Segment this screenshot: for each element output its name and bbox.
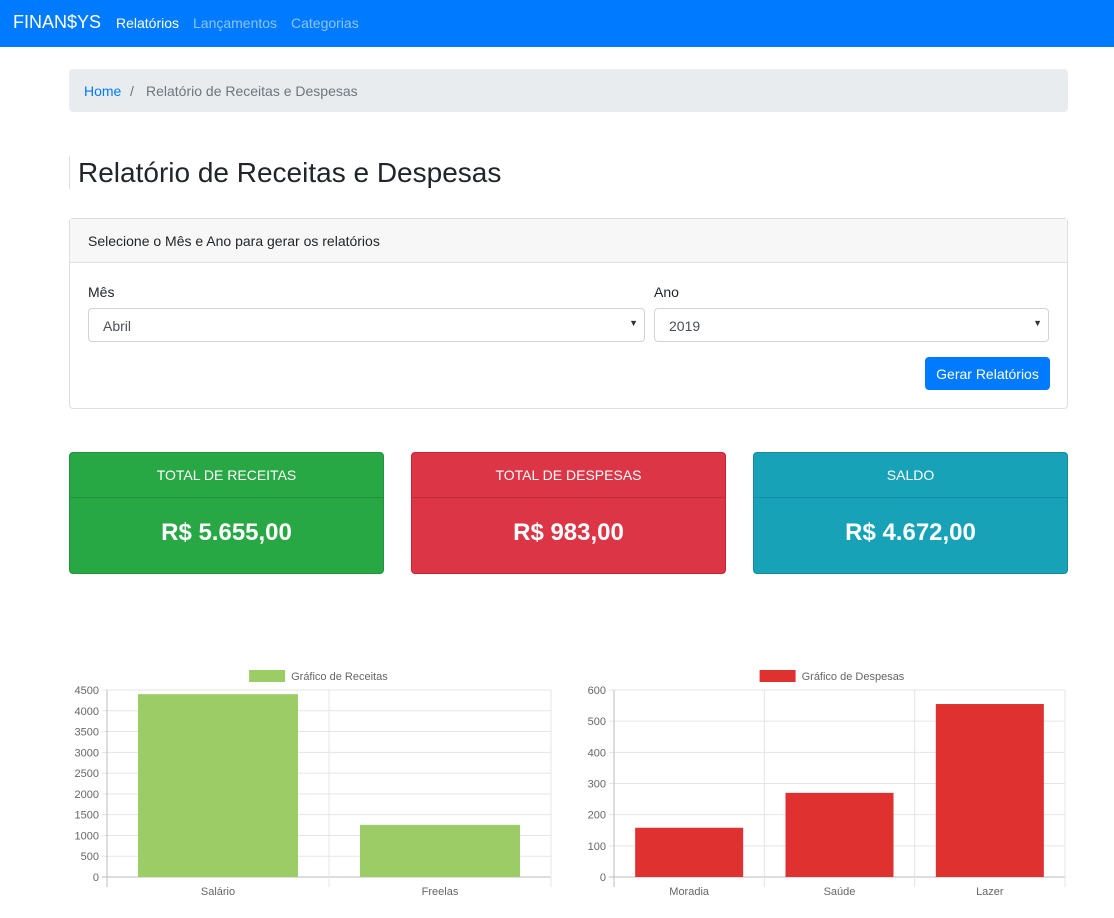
month-select[interactable]: Abril ▼ (88, 308, 645, 342)
receitas-y-tick-label: 1000 (75, 830, 99, 842)
despesas-y-tick-label: 400 (588, 747, 606, 759)
saldo-title: SALDO (754, 453, 1067, 498)
receitas-y-tick-label: 0 (93, 872, 99, 884)
year-select-value: 2019 (669, 318, 701, 334)
receitas-y-tick-label: 2000 (75, 789, 99, 801)
generate-reports-button[interactable]: Gerar Relatórios (925, 357, 1050, 390)
brand-logo[interactable]: FINAN$YS (13, 12, 102, 32)
despesas-bar-lazer[interactable] (935, 704, 1044, 877)
despesas-bar-moradia[interactable] (635, 827, 744, 877)
page-title: Relatório de Receitas e Despesas (69, 156, 501, 189)
receitas-y-tick-label: 1500 (75, 810, 99, 822)
total-receitas-title: TOTAL DE RECEITAS (70, 453, 383, 498)
receitas-y-tick-label: 3500 (75, 727, 99, 739)
breadcrumb-separator: / (130, 83, 134, 99)
filter-card-header: Selecione o Mês e Ano para gerar os rela… (70, 219, 1067, 263)
total-despesas-value: R$ 983,00 (513, 519, 624, 546)
total-receitas-card: TOTAL DE RECEITAS R$ 5.655,00 (69, 452, 384, 574)
receitas-chart-svg: Gráfico de Receitas 0 500 1000 1500 2000 2500 3… (75, 670, 552, 898)
total-despesas-title: TOTAL DE DESPESAS (412, 453, 725, 498)
despesas-y-tick-label: 500 (588, 716, 606, 728)
despesas-x-tick-label: Lazer (976, 886, 1004, 898)
despesas-legend-label: Gráfico de Despesas (802, 671, 905, 683)
despesas-y-tick-label: 0 (600, 872, 606, 884)
receitas-chart: Gráfico de Receitas 0 500 1000 1500 2000 2500 3… (69, 662, 559, 907)
despesas-y-tick-label: 600 (588, 685, 606, 697)
despesas-y-tick-label: 300 (588, 779, 606, 791)
month-label: Mês (88, 284, 115, 300)
nav-link-relatorios[interactable]: Relatórios (116, 15, 180, 31)
breadcrumb-home-link[interactable]: Home (84, 83, 122, 99)
chevron-down-icon: ▼ (1033, 318, 1042, 328)
saldo-card: SALDO R$ 4.672,00 (753, 452, 1068, 574)
despesas-y-tick-label: 100 (588, 841, 606, 853)
despesas-x-tick-label: Saúde (824, 886, 856, 898)
breadcrumb: Home / Relatório de Receitas e Despesas (69, 69, 1068, 112)
receitas-bar-salário[interactable] (138, 694, 298, 877)
nav-link-lancamentos[interactable]: Lançamentos (193, 15, 278, 31)
receitas-y-tick-label: 500 (81, 851, 99, 863)
despesas-chart: Gráfico de Despesas 0 100 200 300 400 500 600 Mo… (575, 662, 1070, 907)
despesas-legend-swatch[interactable] (759, 670, 796, 682)
receitas-y-tick-label: 3000 (75, 747, 99, 759)
receitas-legend-label: Gráfico de Receitas (291, 671, 388, 683)
despesas-x-tick-label: Moradia (669, 886, 710, 898)
navbar: FINAN$YS Relatórios Lançamentos Categori… (0, 0, 1114, 47)
breadcrumb-current: Relatório de Receitas e Despesas (146, 83, 358, 99)
year-label: Ano (654, 284, 679, 300)
nav-link-categorias[interactable]: Categorias (291, 15, 359, 31)
despesas-bar-saúde[interactable] (785, 792, 894, 877)
receitas-y-tick-label: 4500 (75, 685, 99, 697)
chevron-down-icon: ▼ (629, 318, 638, 328)
receitas-bar-freelas[interactable] (360, 824, 520, 877)
filter-card: Selecione o Mês e Ano para gerar os rela… (69, 218, 1068, 409)
receitas-x-tick-label: Freelas (422, 886, 459, 898)
year-select[interactable]: 2019 ▼ (654, 308, 1049, 342)
receitas-x-tick-label: Salário (201, 886, 235, 898)
receitas-y-tick-label: 2500 (75, 768, 99, 780)
month-select-value: Abril (103, 318, 132, 334)
saldo-value: R$ 4.672,00 (845, 519, 976, 546)
despesas-chart-svg: Gráfico de Despesas 0 100 200 300 400 500 600 Mo… (588, 670, 1066, 898)
receitas-y-tick-label: 4000 (75, 706, 99, 718)
total-despesas-card: TOTAL DE DESPESAS R$ 983,00 (411, 452, 726, 574)
total-receitas-value: R$ 5.655,00 (161, 519, 292, 546)
despesas-y-tick-label: 200 (588, 810, 606, 822)
receitas-legend-swatch[interactable] (249, 670, 286, 682)
